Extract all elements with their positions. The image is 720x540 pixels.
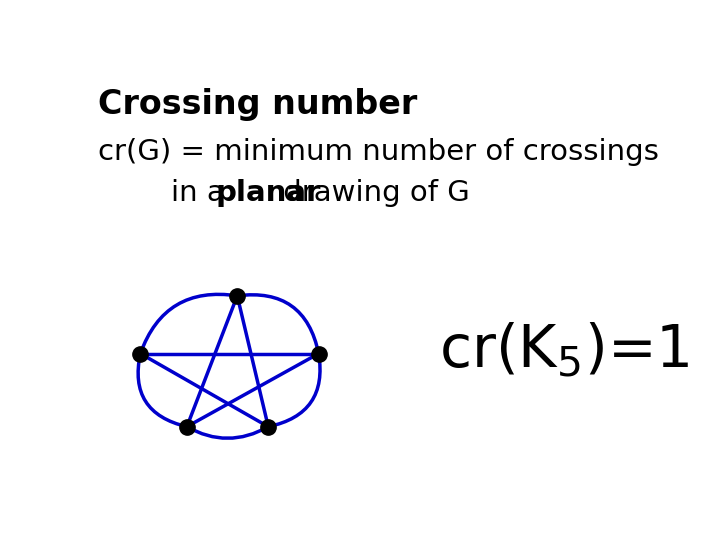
Text: cr(K$_5$)=1: cr(K$_5$)=1: [438, 320, 690, 379]
Text: drawing of G: drawing of G: [274, 179, 470, 207]
Text: Crossing number: Crossing number: [98, 88, 417, 121]
Text: cr(G) = minimum number of crossings: cr(G) = minimum number of crossings: [98, 138, 659, 166]
Text: in a: in a: [171, 179, 235, 207]
Text: planar: planar: [216, 179, 321, 207]
